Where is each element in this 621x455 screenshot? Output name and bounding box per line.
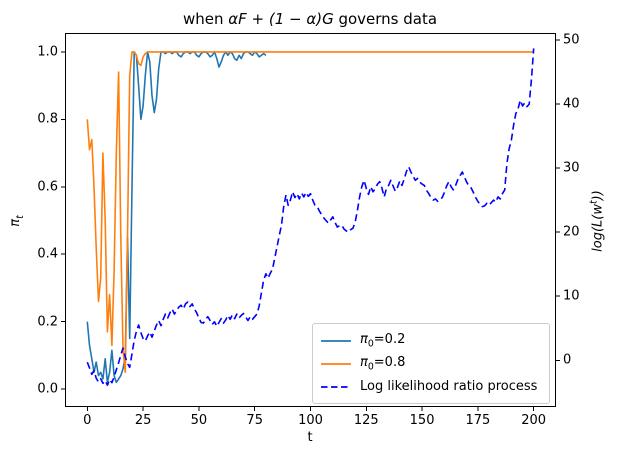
y-right-label-sup: t <box>588 200 600 204</box>
y-left-tick-label: 0.0 <box>37 381 58 397</box>
y-left-tick-label: 0.2 <box>37 314 58 330</box>
x-tick-label: 175 <box>465 413 491 428</box>
series-line-pi0-0.8 <box>86 51 534 374</box>
legend-line-sample-solid <box>321 339 351 342</box>
chart-title-prefix: when <box>182 10 229 28</box>
y-right-label-pre: log(L(w <box>590 203 606 252</box>
legend-label: π0=0.2 <box>360 331 406 350</box>
legend-label-symbol: π <box>360 354 368 370</box>
legend-line-sample-dashed <box>321 385 351 388</box>
series-line-log-likelihood-ratio <box>86 48 535 386</box>
x-axis-label: t <box>307 430 313 445</box>
y-left-tick-label: 0.4 <box>37 246 58 262</box>
chart-title-math: αF + (1 − α)G <box>228 10 334 28</box>
y-right-tick-label: 30 <box>563 160 580 176</box>
y-left-tick-label: 1.0 <box>37 44 58 60</box>
chart-title-suffix: governs data <box>333 10 438 28</box>
legend-entry-pi0-0.2: π0=0.2 <box>321 329 541 352</box>
legend: π0=0.2 π0=0.8 Log likelihood ratio process <box>312 323 550 404</box>
y-left-label-base: π <box>8 218 24 227</box>
y-right-tick-label: 10 <box>563 288 580 304</box>
x-tick-label: 0 <box>83 413 92 428</box>
legend-entry-log-likelihood-ratio: Log likelihood ratio process <box>321 375 541 398</box>
x-tick-label: 50 <box>190 413 208 428</box>
x-tick-label: 25 <box>134 413 152 428</box>
legend-label-symbol: π <box>360 331 368 347</box>
legend-label: π0=0.8 <box>360 354 406 373</box>
x-tick-label: 75 <box>246 413 263 428</box>
y-right-label-post: )) <box>590 190 606 201</box>
chart-title: when αF + (1 − α)G governs data <box>183 10 437 28</box>
y-right-tick-label: 50 <box>563 32 580 48</box>
y-left-label-sub: t <box>14 215 26 219</box>
x-tick-label: 150 <box>409 413 435 428</box>
legend-entry-pi0-0.8: π0=0.8 <box>321 352 541 375</box>
legend-label: Log likelihood ratio process <box>360 379 538 394</box>
x-tick-label: 200 <box>521 413 547 428</box>
x-tick-label: 100 <box>298 413 323 428</box>
legend-label-subscript: 0 <box>367 361 374 373</box>
legend-line-sample-solid <box>321 362 351 365</box>
y-axis-label-right: log(L(wt)) <box>588 190 605 252</box>
y-left-tick-label: 0.8 <box>37 111 58 127</box>
y-axis-label-left: πt <box>8 215 26 227</box>
x-tick-label: 125 <box>353 413 379 428</box>
y-left-tick-label: 0.6 <box>37 179 58 195</box>
y-right-tick-label: 40 <box>563 96 580 112</box>
legend-label-subscript: 0 <box>367 338 374 350</box>
y-right-tick-label: 0 <box>563 352 572 368</box>
y-right-tick-label: 20 <box>563 224 580 240</box>
series-line-pi0-0.2 <box>86 51 267 384</box>
axes-spines <box>65 33 556 407</box>
